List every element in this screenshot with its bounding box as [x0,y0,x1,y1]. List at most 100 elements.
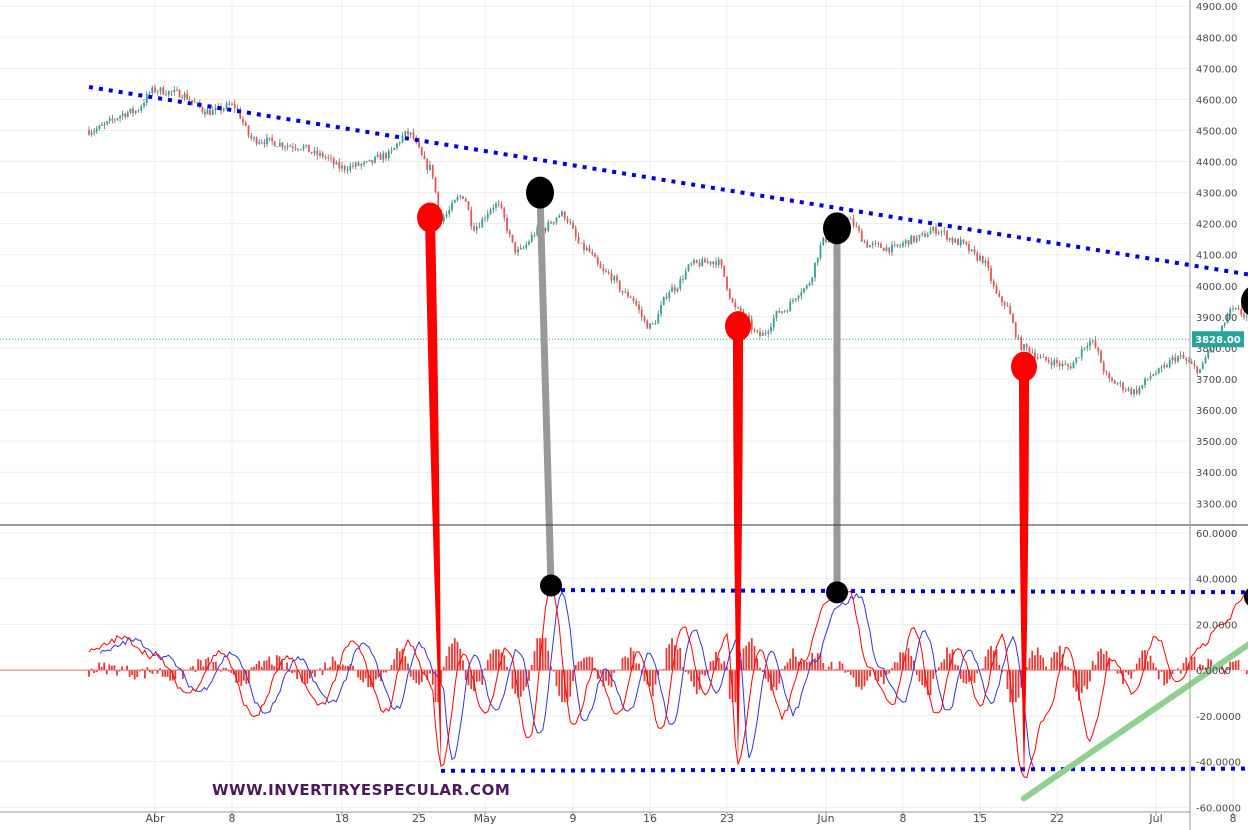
histogram-bar [141,668,144,671]
histogram-bar [1226,668,1229,671]
indicator-panel [0,585,1248,779]
histogram-bar [803,660,805,671]
histogram-bar [530,664,533,671]
x-tick-label: 9 [570,812,577,825]
histogram-bar [1058,645,1061,671]
histogram-bar [558,670,561,696]
candle-body [789,301,792,312]
candle-body [866,241,869,248]
price-tick-label: 3300.00 [1196,499,1237,510]
histogram-bar [836,668,838,671]
candle-body [1119,382,1122,384]
candle-body [602,268,605,271]
price-tick-label: 4300.00 [1196,189,1237,200]
candle-body [1091,340,1094,342]
histogram-bar [412,670,415,681]
histogram-bar [948,653,951,671]
candle-body [310,152,313,154]
candle-body [286,145,289,147]
candle-body [204,111,206,115]
histogram-bar [1012,670,1014,703]
histogram-bar [314,670,316,678]
candle-body [935,226,937,234]
histogram-bar [265,660,268,671]
price-tick-label: 3400.00 [1196,468,1237,479]
candle-body [1127,388,1130,391]
candle-body [566,218,569,222]
histogram-bar [673,645,676,671]
histogram-bar [904,654,907,671]
histogram-bar [420,670,423,683]
histogram-bar [1207,658,1210,671]
candle-body [418,141,420,148]
candle-body [800,292,803,296]
candle-body [1135,389,1138,394]
candle-body [792,300,794,302]
candle-body [563,211,566,219]
candle-body [489,209,492,214]
candle-body [260,142,263,144]
candle-body [1174,357,1177,362]
histogram-bar [296,670,299,680]
histogram-bar [1190,656,1193,671]
candle-body [1237,307,1240,310]
candle-body [1157,368,1160,374]
candle-body [1223,323,1226,326]
candle-body [717,259,720,265]
histogram-bar [367,670,370,687]
candle-body [580,242,583,244]
candle-body [1232,308,1234,310]
candle-body [497,203,500,205]
histogram-bar [748,641,750,671]
histogram-bar [858,670,860,687]
candle-body [816,257,819,263]
candle-body [225,103,228,109]
candle-body [913,235,915,242]
histogram-bar [1223,670,1226,675]
candle-body [1234,307,1237,309]
low-connector [425,217,441,767]
histogram-bar [1130,670,1133,679]
candle-body [803,288,805,293]
x-tick-label: Jul [1148,812,1162,825]
candle-body [228,103,231,105]
support-line [440,766,1248,773]
candle-body [332,158,335,165]
candle-body [176,89,178,91]
candle-body [569,221,572,223]
histogram-bar [778,670,781,684]
candle-body [948,238,951,240]
candle-body [188,99,191,101]
histogram-bar [268,656,271,671]
candle-body [1152,374,1155,376]
histogram-bar [792,648,794,671]
histogram-bar [819,652,822,671]
histogram-bar [662,669,665,671]
candle-body [459,196,462,198]
histogram-bar [805,661,808,671]
candle-body [918,235,921,238]
histogram-bar [220,670,222,672]
histogram-bar [1097,651,1100,671]
price-tick-label: 4700.00 [1196,64,1237,75]
histogram-bar [319,668,321,671]
candle-body [530,234,533,242]
histogram-bar [1138,657,1141,671]
candle-body [511,234,514,243]
candle-body [88,130,90,135]
histogram-bar [687,670,690,674]
histogram-bar [1171,670,1174,674]
candle-body [610,273,613,281]
candle-body [786,310,789,312]
histogram-bar [937,667,940,671]
histogram-bar [423,670,426,675]
histogram-bar [1009,670,1012,703]
candle-body [778,310,781,313]
candle-body [607,271,610,274]
histogram-bar [253,666,255,671]
histogram-bar [1163,670,1166,686]
candle-body [453,199,456,203]
candle-body [1199,368,1201,374]
candle-body [1105,371,1108,374]
candle-body [767,331,770,334]
